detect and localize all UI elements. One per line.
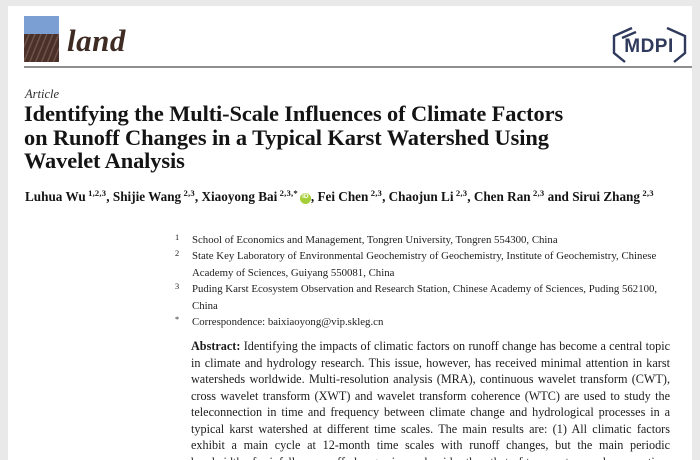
journal-name: land	[67, 23, 126, 58]
author: Sirui Zhang 2,3	[572, 188, 654, 204]
mdpi-book-icon	[612, 26, 687, 63]
abstract-text: Identifying the impacts of climatic fact…	[191, 339, 670, 460]
author: Shijie Wang 2,3,	[112, 188, 202, 204]
affiliation-marker: 3	[175, 282, 180, 292]
article-title-line: on Runoff Changes in a Typical Karst Wat…	[24, 124, 549, 150]
author: Luhua Wu 1,2,3,	[25, 188, 113, 204]
logo-sky-band	[24, 16, 59, 34]
affiliation-marker: 1	[175, 233, 180, 242]
affiliations: 1 School of Economics and Management, Ton…	[175, 232, 667, 330]
author: Xiaoyong Bai 2,3,* iD,	[201, 188, 318, 204]
orcid-icon[interactable]: iD	[299, 193, 311, 204]
mdpi-logo[interactable]: MDPI	[605, 26, 693, 63]
author: Fei Chen 2,3,	[317, 188, 389, 204]
affiliation-entry: 3 Puding Karst Ecosystem Observation and …	[175, 281, 667, 314]
abstract: Abstract: Identifying the impacts of cli…	[191, 338, 670, 460]
affiliation-marker: 2	[175, 249, 180, 259]
land-journal-logo-icon[interactable]	[24, 16, 59, 62]
mdpi-wordmark: MDPI	[624, 36, 674, 57]
affiliation-text: Puding Karst Ecosystem Observation and R…	[192, 283, 658, 312]
header-divider	[24, 66, 692, 68]
article-type-label: Article	[25, 87, 60, 101]
logo-soil-band	[24, 34, 59, 62]
author: Chen Ran 2,3 and	[473, 188, 573, 204]
affiliation-text: Correspondence: baixiaoyong@vip.skleg.cn	[192, 316, 384, 329]
affiliation-entry: 2 State Key Laboratory of Environmental G…	[175, 248, 667, 281]
affiliation-text: State Key Laboratory of Environmental Ge…	[192, 250, 657, 279]
article-title-line: Identifying the Multi-Scale Influences o…	[24, 101, 564, 126]
affiliation-text: School of Economics and Management, Tong…	[192, 234, 558, 246]
author: Chaojun Li 2,3,	[388, 188, 474, 204]
affiliation-entry: 1 School of Economics and Management, Ton…	[175, 232, 667, 248]
affiliation-entry: * Correspondence: baixiaoyong@vip.skleg.c…	[175, 314, 667, 330]
abstract-label: Abstract:	[191, 339, 241, 353]
page-background: land MDPI Article Identifying the Multi-…	[8, 6, 692, 460]
article-title: Identifying the Multi-Scale Influences o…	[24, 102, 684, 173]
affiliation-marker: *	[175, 315, 180, 325]
authors-line: Luhua Wu 1,2,3, Shijie Wang 2,3, Xiaoyon…	[25, 188, 695, 205]
article-title-line: Wavelet Analysis	[24, 148, 185, 174]
